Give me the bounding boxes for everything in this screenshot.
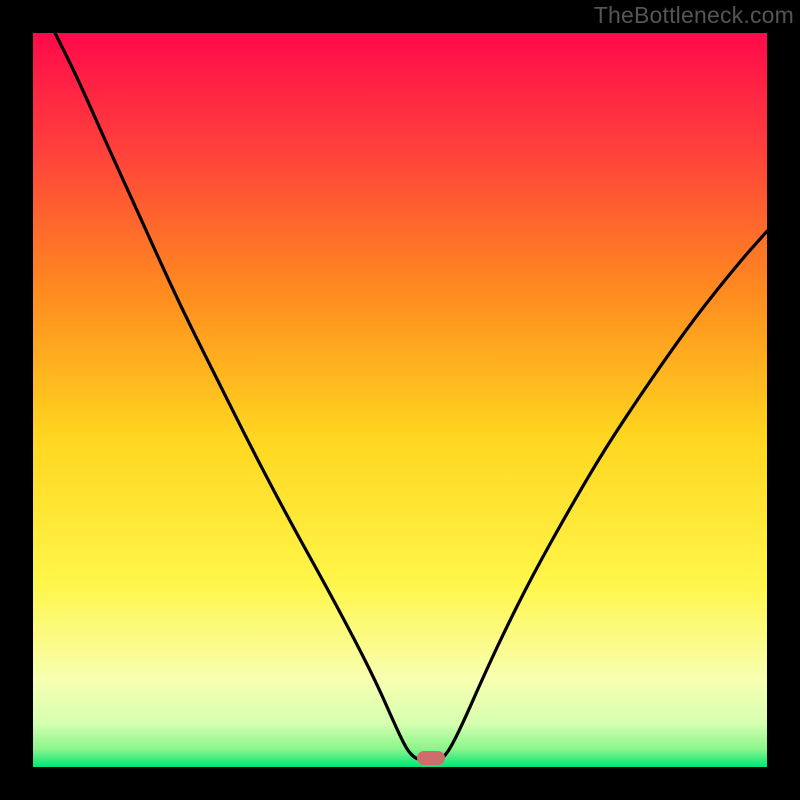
bottleneck-curve <box>33 33 767 767</box>
watermark-text: TheBottleneck.com <box>594 2 794 29</box>
plot-area <box>33 33 767 767</box>
chart-stage: TheBottleneck.com <box>0 0 800 800</box>
optimal-point-marker <box>417 751 445 765</box>
bottleneck-curve-path <box>55 33 767 760</box>
